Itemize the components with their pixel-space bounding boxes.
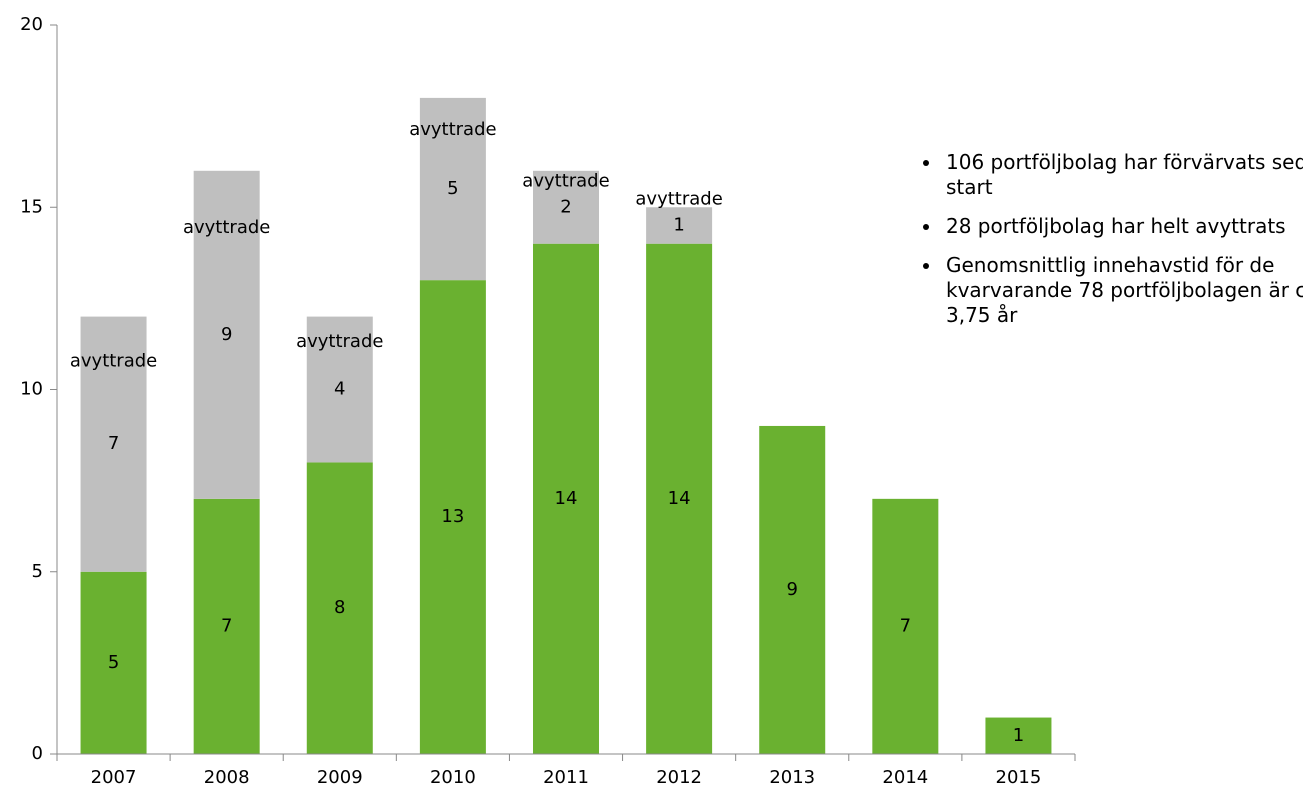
data-label: 14 xyxy=(555,488,578,509)
x-tick-label: 2013 xyxy=(769,767,815,788)
data-label: 1 xyxy=(673,214,684,235)
data-label: 2 xyxy=(560,196,571,217)
series-label: avyttrade xyxy=(296,331,383,352)
data-label: 14 xyxy=(668,488,691,509)
bar-segment xyxy=(759,425,826,754)
notes: 106 portföljbolag har förvärvats sedan s… xyxy=(890,150,1303,342)
data-label: 5 xyxy=(447,178,458,199)
bar-segment xyxy=(646,207,713,244)
bar-segment xyxy=(419,280,486,754)
series-label: avyttrade xyxy=(635,188,722,209)
x-tick-label: 2010 xyxy=(430,767,476,788)
y-tick-label: 0 xyxy=(32,743,43,764)
data-label: 9 xyxy=(221,324,232,345)
data-label: 8 xyxy=(334,597,345,618)
bar-segment xyxy=(193,498,260,754)
data-label: 9 xyxy=(786,579,797,600)
bar-segment xyxy=(533,243,599,754)
data-label: 7 xyxy=(108,433,119,454)
series-label: avyttrade xyxy=(183,217,270,238)
annotation: 28 portföljbolag har helt avyttrats xyxy=(942,214,1303,239)
bar-segment xyxy=(646,243,713,754)
data-label: 5 xyxy=(108,652,119,673)
series-label: avyttrade xyxy=(70,350,157,371)
bar-segment xyxy=(533,170,599,244)
bar-segment xyxy=(985,717,1052,754)
y-tick-label: 20 xyxy=(20,14,43,35)
x-tick-label: 2015 xyxy=(996,767,1042,788)
x-tick-label: 2009 xyxy=(317,767,363,788)
bar-segment xyxy=(872,498,939,754)
x-tick-label: 2008 xyxy=(204,767,250,788)
y-tick-label: 5 xyxy=(32,561,43,582)
data-label: 7 xyxy=(221,615,232,636)
series-label: avyttrade xyxy=(522,170,609,191)
data-label: 4 xyxy=(334,379,345,400)
data-label: 1 xyxy=(1013,725,1024,746)
bar-segment xyxy=(306,462,373,754)
x-tick-label: 2012 xyxy=(656,767,702,788)
bar-segment xyxy=(419,97,486,281)
annotation: Genomsnittlig innehavstid för de kvarvar… xyxy=(942,253,1303,328)
data-label: 13 xyxy=(441,506,464,527)
x-tick-label: 2007 xyxy=(91,767,137,788)
series-label: avyttrade xyxy=(409,119,496,140)
bar-segment xyxy=(193,170,260,499)
y-tick-label: 15 xyxy=(20,196,43,217)
y-tick-label: 10 xyxy=(20,379,43,400)
bar-segment xyxy=(306,316,373,463)
data-label: 7 xyxy=(900,615,911,636)
x-tick-label: 2014 xyxy=(882,767,928,788)
x-tick-label: 2011 xyxy=(543,767,589,788)
annotation: 106 portföljbolag har förvärvats sedan s… xyxy=(942,150,1303,200)
bar-segment xyxy=(80,571,147,754)
bar-segment xyxy=(80,316,147,572)
